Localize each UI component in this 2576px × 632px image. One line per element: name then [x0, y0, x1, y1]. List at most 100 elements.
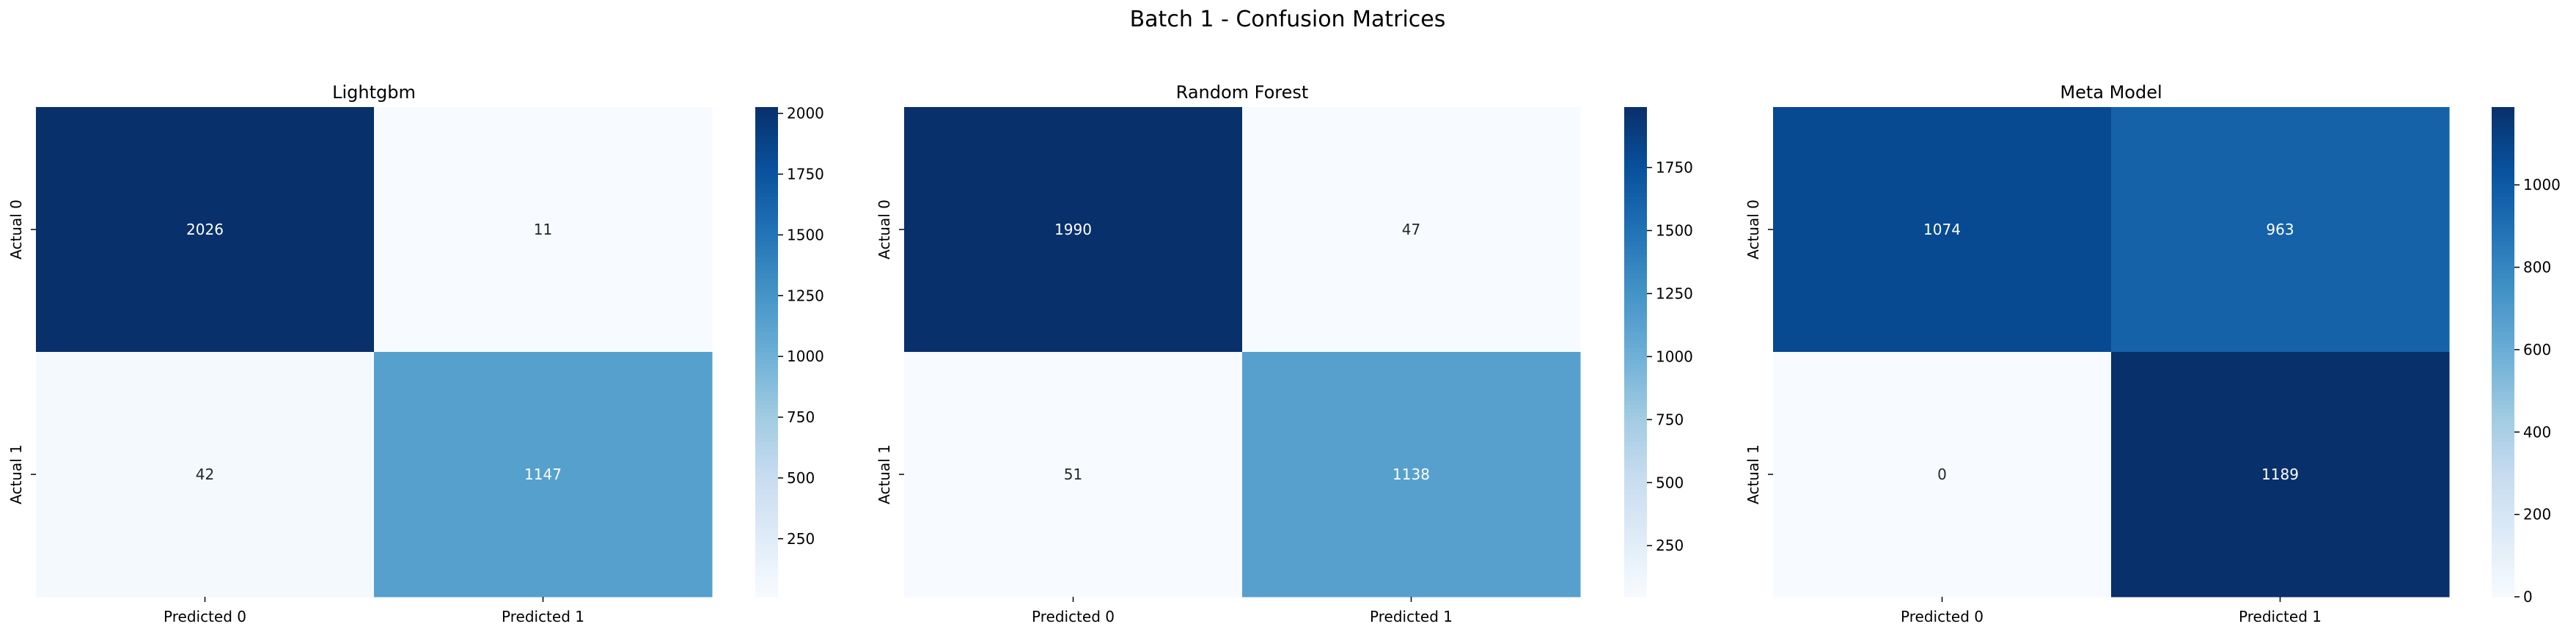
colorbar-segment: [2492, 331, 2514, 337]
colorbar-segment: [755, 119, 778, 124]
colorbar-segment: [2492, 540, 2514, 545]
colorbar-segment: [2492, 462, 2514, 467]
colorbar-segment: [755, 213, 778, 218]
colorbar-segment: [2492, 511, 2514, 516]
colorbar-segment: [755, 551, 778, 556]
colorbar-segment: [1624, 201, 1647, 206]
colorbar-segment: [755, 482, 778, 488]
colorbar-segment: [2492, 135, 2514, 141]
colorbar-tick-label: 800: [2523, 259, 2551, 276]
colorbar-segment: [1624, 380, 1647, 386]
colorbar-segment: [1624, 266, 1647, 271]
colorbar-tick-label: 200: [2523, 506, 2551, 523]
heatmap-cell: [36, 352, 375, 598]
colorbar-segment: [2492, 241, 2514, 246]
colorbar-segment: [1624, 303, 1647, 308]
colorbar-segment: [1624, 458, 1647, 463]
colorbar-segment: [2492, 180, 2514, 185]
colorbar-segment: [2492, 474, 2514, 479]
colorbar-segment: [755, 111, 778, 116]
colorbar-segment: [755, 229, 778, 235]
colorbar-segment: [2492, 290, 2514, 295]
colorbar-segment: [2492, 368, 2514, 373]
colorbar-segment: [2492, 115, 2514, 120]
colorbar-tick-label: 250: [787, 530, 815, 548]
colorbar-segment: [755, 306, 778, 312]
colorbar-segment: [755, 152, 778, 157]
colorbar-segment: [755, 168, 778, 173]
colorbar-segment: [755, 225, 778, 230]
colorbar-segment: [1624, 588, 1647, 594]
cell-value-label: 47: [1402, 221, 1420, 238]
colorbar-segment: [2492, 527, 2514, 532]
colorbar-segment: [755, 266, 778, 271]
colorbar-segment: [2492, 486, 2514, 491]
colorbar-segment: [2492, 196, 2514, 202]
colorbar-segment: [2492, 335, 2514, 340]
colorbar-segment: [2492, 249, 2514, 254]
colorbar-segment: [755, 262, 778, 267]
colorbar-tick-label: 500: [1656, 474, 1684, 491]
colorbar-segment: [1624, 107, 1647, 112]
heatmap-title: Meta Model: [2060, 82, 2162, 103]
colorbar-segment: [1624, 421, 1647, 426]
figure-suptitle: Batch 1 - Confusion Matrices: [1130, 7, 1446, 32]
colorbar-segment: [1624, 392, 1647, 397]
heatmap-panel: Lightgbm 2026 11 42 1147 Predicted 0 Predicted…: [7, 82, 824, 625]
heatmap-cell: [2111, 352, 2450, 598]
colorbar-segment: [2492, 592, 2514, 598]
colorbar-segment: [755, 298, 778, 304]
colorbar-segment: [2492, 311, 2514, 316]
colorbar-segment: [1624, 270, 1647, 275]
colorbar-segment: [1624, 437, 1647, 443]
cell-value-label: 1074: [1923, 221, 1961, 238]
colorbar-segment: [1624, 429, 1647, 434]
colorbar-segment: [2492, 360, 2514, 365]
colorbar-segment: [1624, 152, 1647, 157]
y-tick-label: Actual 1: [876, 444, 893, 504]
colorbar-segment: [755, 135, 778, 141]
cell-value-label: 1189: [2261, 466, 2299, 483]
colorbar-segment: [755, 466, 778, 471]
colorbar-segment: [1624, 172, 1647, 177]
heatmap-cell: [36, 107, 375, 353]
heatmap-cell: [374, 107, 713, 353]
colorbar-segment: [755, 163, 778, 169]
colorbar-segment: [2492, 205, 2514, 210]
colorbar-segment: [1624, 470, 1647, 475]
colorbar-segment: [2492, 111, 2514, 116]
colorbar-segment: [755, 241, 778, 246]
colorbar-segment: [755, 454, 778, 459]
colorbar-segment: [2492, 168, 2514, 173]
colorbar-segment: [755, 376, 778, 381]
colorbar-segment: [1624, 592, 1647, 598]
colorbar-segment: [2492, 380, 2514, 386]
colorbar-segment: [755, 588, 778, 594]
colorbar-segment: [755, 474, 778, 479]
colorbar-segment: [2492, 490, 2514, 496]
colorbar-segment: [1624, 540, 1647, 545]
colorbar-segment: [1624, 290, 1647, 295]
colorbar-segment: [1624, 408, 1647, 414]
colorbar-segment: [2492, 572, 2514, 577]
colorbar-segment: [2492, 446, 2514, 451]
colorbar-segment: [2492, 352, 2514, 357]
colorbar-tick-label: 1750: [1656, 159, 1693, 177]
colorbar-segment: [1624, 323, 1647, 328]
colorbar-tick-label: 250: [1656, 537, 1684, 554]
colorbar-segment: [755, 246, 778, 251]
colorbar-segment: [755, 462, 778, 467]
colorbar-segment: [755, 511, 778, 516]
colorbar-segment: [755, 441, 778, 447]
colorbar-segment: [2492, 564, 2514, 569]
colorbar-segment: [1624, 246, 1647, 251]
colorbar-segment: [755, 343, 778, 349]
colorbar-segment: [2492, 551, 2514, 556]
colorbar-segment: [2492, 286, 2514, 292]
colorbar-segment: [755, 356, 778, 361]
colorbar-segment: [2492, 119, 2514, 124]
colorbar-segment: [2492, 437, 2514, 443]
cell-value-label: 42: [196, 466, 214, 483]
colorbar-tick-label: 750: [787, 408, 815, 426]
colorbar-segment: [755, 490, 778, 496]
